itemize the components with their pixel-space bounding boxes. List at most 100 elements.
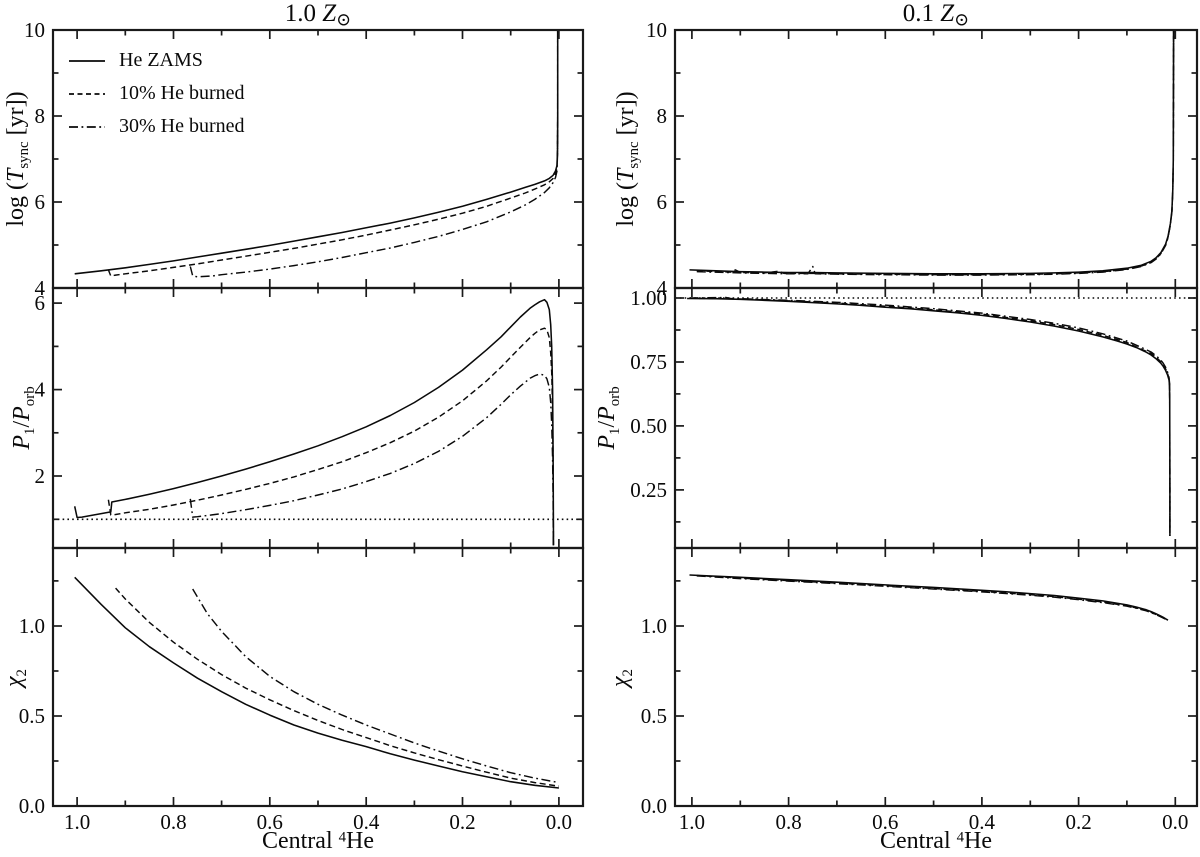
ylabel-var: χ: [607, 676, 633, 687]
curve-dashdot: [189, 30, 559, 278]
curve-dashed: [107, 327, 555, 546]
ylabel-tsync-right: log (Tsync [yr]): [611, 9, 643, 309]
y-tick-label: 8: [35, 104, 46, 128]
ylabel-text: log (: [3, 181, 29, 227]
y-tick-label: 1.0: [641, 614, 667, 638]
x-tick-label: 1.0: [679, 810, 705, 834]
x-tick-label: 1.0: [64, 810, 90, 834]
ylabel-text: log (: [613, 181, 639, 227]
panel-frame: [673, 286, 1199, 550]
title-value: 0.1: [902, 0, 934, 27]
x-tick-label: 0.0: [546, 810, 572, 834]
y-tick-label: 0.50: [630, 414, 667, 438]
ylabel-sub: orb: [607, 386, 624, 407]
y-tick-label: 0.5: [19, 704, 45, 728]
x-tick-label: 0.2: [449, 810, 475, 834]
y-tick-label: 6: [35, 291, 46, 315]
ylabel-sub: sync: [626, 141, 643, 169]
legend-label: 30% He burned: [119, 115, 245, 137]
xlabel-sup: 4: [338, 829, 347, 846]
y-tick-label: 0.25: [630, 478, 667, 502]
y-tick-label: 6: [35, 190, 46, 214]
x-tick-label: 0.2: [1065, 810, 1091, 834]
ylabel-text: /: [594, 420, 620, 428]
y-tick-label: 4: [35, 276, 46, 300]
ylabel-var: P: [594, 434, 620, 450]
panel-tsync-lowz: 4 6 8 10: [646, 18, 1199, 300]
ylabel-var: P: [9, 434, 35, 450]
xlabel-sup: 4: [956, 829, 965, 846]
curve-dashdot: [696, 30, 1175, 276]
legend-item-he-zams: He ZAMS: [68, 44, 245, 77]
dashed-line-icon: [69, 92, 105, 95]
panel-pratio-lowz: 0.25 0.50 0.75 1.00: [630, 286, 1199, 550]
x-tick-label: 0.8: [160, 810, 186, 834]
curve-solid: [74, 576, 559, 789]
curve-dashed: [696, 30, 1175, 276]
ylabel-var: P: [9, 406, 35, 421]
xlabel-right: Central 4He: [786, 828, 1086, 855]
ylabel-text: [yr]): [613, 91, 639, 142]
ylabel-pratio-right: P1/Porb: [592, 268, 624, 568]
curve-dashed: [696, 574, 1168, 621]
ylabel-pratio-left: P1/Porb: [7, 268, 39, 568]
curve-solid: [73, 298, 555, 546]
ylabel-sub: 1: [607, 427, 624, 435]
y-tick-label: 10: [646, 18, 667, 42]
y-tick-label: 2: [35, 464, 46, 488]
x-tick-label: 0.6: [872, 810, 898, 834]
panel-frame: [51, 546, 585, 808]
solid-line-icon: [69, 59, 105, 62]
ylabel-var: χ: [1, 676, 27, 687]
x-tick-label: 0.6: [257, 810, 283, 834]
panel-chi2-lowz: 0.0 0.5 1.0 1.0 0.8 0.6 0.4 0.2 0.0: [641, 546, 1199, 834]
dashdot-line-icon: [69, 125, 105, 128]
xlabel-element: He: [964, 828, 993, 854]
y-tick-label: 6: [657, 190, 668, 214]
y-tick-label: 1.00: [630, 286, 667, 310]
y-tick-label: 0.75: [630, 350, 667, 374]
x-tick-label: 0.8: [775, 810, 801, 834]
panel-title-right: 0.1 Z⊙: [736, 0, 1136, 31]
x-tick-label: 0.4: [353, 810, 380, 834]
ylabel-chi-left: χ2: [0, 528, 31, 828]
ylabel-text: /: [9, 420, 35, 428]
legend-label: 10% He burned: [119, 82, 245, 104]
y-tick-label: 4: [35, 378, 46, 402]
y-tick-label: 0.5: [641, 704, 667, 728]
x-tick-label: 0.4: [969, 810, 996, 834]
curve-dashdot: [689, 296, 1171, 536]
panel-title-left: 1.0 Z⊙: [118, 0, 518, 31]
ylabel-sub: sync: [16, 141, 33, 169]
panel-pratio-solar: 2 4 6: [35, 286, 585, 550]
xlabel-element: He: [346, 828, 375, 854]
title-zvar: Z: [322, 0, 337, 27]
legend: He ZAMS 10% He burned 30% He burned: [68, 44, 245, 143]
curve-dashed: [115, 587, 560, 787]
ylabel-sub: 2: [14, 669, 31, 677]
ylabel-text: [yr]): [3, 91, 29, 142]
ylabel-sub: 2: [620, 669, 637, 677]
ylabel-var: T: [613, 168, 639, 182]
curve-solid: [689, 30, 1175, 275]
curve-dashdot: [696, 575, 1168, 622]
y-tick-label: 1.0: [19, 614, 45, 638]
curve-solid: [74, 30, 559, 275]
xlabel-text: Central: [261, 828, 339, 854]
curve-dashdot: [192, 588, 560, 784]
curve-dashed: [689, 297, 1171, 536]
sun-symbol: ⊙: [954, 9, 970, 30]
ylabel-sub: orb: [22, 386, 39, 407]
title-value: 1.0: [284, 0, 316, 27]
ylabel-sub: 1: [22, 427, 39, 435]
curve-dashdot: [189, 373, 555, 546]
x-tick-label: 0.0: [1162, 810, 1188, 834]
y-tick-label: 0.0: [19, 794, 45, 818]
y-tick-label: 4: [657, 276, 668, 300]
ylabel-tsync-left: log (Tsync [yr]): [1, 9, 33, 309]
xlabel-text: Central: [879, 828, 957, 854]
legend-item-10pct: 10% He burned: [68, 77, 245, 110]
y-tick-label: 8: [657, 104, 668, 128]
y-tick-label: 0.0: [641, 794, 667, 818]
